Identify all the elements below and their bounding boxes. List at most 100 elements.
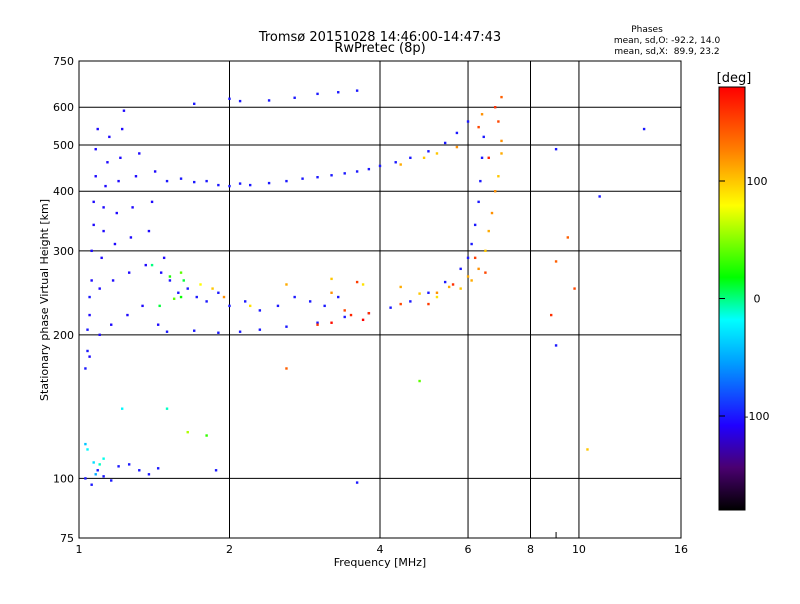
data-point <box>343 172 346 175</box>
data-point <box>293 96 296 99</box>
data-point <box>86 349 89 353</box>
data-point <box>126 313 129 317</box>
y-tick-label: 75 <box>60 532 74 545</box>
data-point <box>214 469 218 472</box>
data-point <box>399 302 402 306</box>
data-point <box>285 325 288 328</box>
data-point <box>484 249 487 253</box>
data-point <box>211 287 214 290</box>
data-point <box>477 267 480 271</box>
data-point <box>217 331 220 334</box>
data-point <box>238 182 242 185</box>
data-point <box>566 236 570 239</box>
data-point <box>238 99 242 103</box>
data-point <box>228 304 231 308</box>
data-point <box>228 97 231 100</box>
x-tick-label: 4 <box>377 543 384 556</box>
data-point <box>162 256 166 260</box>
data-point <box>88 295 91 299</box>
data-point <box>102 457 105 460</box>
data-point <box>642 127 646 131</box>
data-point <box>308 300 312 303</box>
data-point <box>494 190 497 193</box>
x-tick-label: 8 <box>527 543 534 556</box>
data-point <box>141 304 144 308</box>
x-tick-label: 16 <box>674 543 688 556</box>
y-tick-label: 750 <box>53 55 74 68</box>
data-point <box>94 473 97 476</box>
data-point <box>473 256 477 260</box>
data-point <box>120 407 124 410</box>
data-point <box>115 211 118 215</box>
data-point <box>378 164 382 168</box>
data-point <box>285 367 288 370</box>
data-point <box>205 300 208 303</box>
data-point <box>459 287 462 290</box>
data-point <box>94 147 97 151</box>
data-point <box>316 323 319 326</box>
data-point <box>487 156 490 160</box>
data-point <box>435 295 439 299</box>
data-point <box>435 291 439 294</box>
data-point <box>399 285 402 289</box>
data-point <box>244 300 247 303</box>
data-point <box>494 106 497 109</box>
data-point <box>117 179 120 183</box>
data-point <box>490 211 494 215</box>
data-point <box>258 309 262 312</box>
plot-frame <box>78 60 682 539</box>
data-point <box>330 277 333 281</box>
data-point <box>96 469 99 472</box>
data-point <box>399 163 402 166</box>
data-point <box>330 321 333 324</box>
x-tick-label: 6 <box>465 543 472 556</box>
colorbar-unit: [deg] <box>717 71 752 86</box>
data-point <box>186 430 189 434</box>
data-point <box>355 481 359 484</box>
data-point <box>285 179 288 183</box>
data-point <box>120 127 124 131</box>
data-point <box>355 89 359 92</box>
data-point <box>394 161 397 164</box>
y-tick-label: 600 <box>53 101 74 114</box>
data-point <box>102 229 105 233</box>
data-point <box>122 109 126 112</box>
data-point <box>276 304 280 308</box>
data-point <box>108 135 111 139</box>
data-point <box>248 304 252 308</box>
y-axis-label: Stationary phase Virtual Height [km] <box>38 199 51 401</box>
data-point <box>127 463 131 466</box>
data-point <box>177 291 180 294</box>
axis-ticks: 1 2 4 6 8 10 16 75 100 200 300 400 500 600 750 <box>53 55 688 556</box>
data-point <box>301 177 304 180</box>
data-point <box>367 167 371 171</box>
data-point <box>90 249 93 253</box>
data-point <box>497 175 500 178</box>
data-point <box>337 91 340 94</box>
colorbar-ticks: 100 0 -100 <box>719 175 769 423</box>
data-point <box>238 330 242 333</box>
data-point <box>168 279 172 282</box>
data-point <box>156 467 160 470</box>
colorbar-tick-label: -100 <box>745 410 770 423</box>
data-point <box>500 139 503 143</box>
data-point <box>92 461 95 464</box>
data-point <box>131 206 134 209</box>
data-point <box>168 275 172 278</box>
data-point <box>427 302 430 306</box>
data-point <box>86 328 89 331</box>
data-point <box>165 179 169 183</box>
data-point <box>179 177 183 180</box>
data-point <box>217 291 220 294</box>
data-point <box>110 479 113 482</box>
data-point <box>84 442 87 446</box>
data-point <box>150 263 154 267</box>
data-point <box>129 236 133 239</box>
data-point <box>389 306 392 309</box>
info-line-x: mean, sd,X: 89.9, 23.2 <box>614 47 719 57</box>
data-point <box>98 287 101 290</box>
data-point <box>479 179 482 183</box>
data-point <box>500 152 503 155</box>
